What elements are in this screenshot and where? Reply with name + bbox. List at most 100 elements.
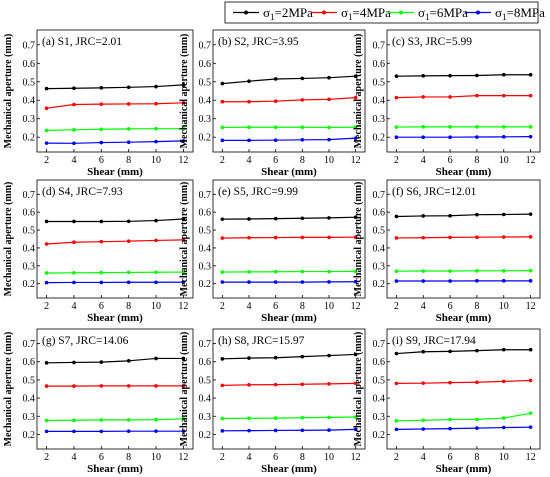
- x-axis-label: Shear (mm): [436, 312, 492, 324]
- data-point: [353, 427, 358, 432]
- y-tick-label: 0.6: [199, 208, 212, 219]
- data-point: [220, 383, 225, 388]
- series-line-2: [396, 95, 531, 99]
- data-point: [501, 279, 506, 283]
- data-point: [44, 429, 49, 434]
- chart-panel-9: 0.2 0.3 0.4 0.5 0.6 0.7 2 4 6 8 10 12 Shear (mm) Mech…: [353, 328, 541, 475]
- x-tick-label: 2: [394, 155, 399, 166]
- x-axis-label: Shear (mm): [436, 463, 492, 475]
- data-point: [72, 128, 76, 132]
- y-tick-label: 0.4: [23, 243, 36, 254]
- x-tick-label: 12: [526, 452, 536, 463]
- data-point: [421, 125, 426, 129]
- plot-frame: [386, 328, 541, 450]
- data-point: [154, 238, 158, 243]
- data-point: [247, 99, 251, 104]
- x-tick-label: 8: [474, 301, 479, 312]
- data-point: [300, 138, 305, 142]
- data-point: [181, 417, 186, 421]
- data-point: [273, 269, 278, 274]
- data-point: [421, 349, 426, 354]
- data-point: [353, 235, 358, 240]
- y-tick-label: 0.6: [373, 357, 386, 368]
- series-line-2: [46, 102, 184, 109]
- y-tick-label: 0.7: [373, 190, 386, 201]
- y-axis-label: Mechanical aperture (mm): [179, 182, 190, 297]
- x-tick-label: 12: [178, 155, 188, 166]
- chart-panel-3: 0.2 0.3 0.4 0.5 0.6 0.7 2 4 6 8 10 12 Shear (mm) Mech…: [353, 29, 541, 178]
- data-point: [394, 214, 399, 219]
- data-point: [72, 240, 76, 245]
- data-point: [300, 76, 305, 81]
- data-point: [394, 381, 399, 386]
- data-point: [475, 125, 479, 129]
- data-point: [475, 348, 479, 353]
- y-tick-label: 0.4: [373, 96, 386, 107]
- data-point: [394, 135, 399, 140]
- data-point: [353, 269, 358, 274]
- data-point: [501, 425, 506, 430]
- data-point: [327, 415, 331, 420]
- data-point: [247, 383, 251, 387]
- data-point: [273, 355, 278, 360]
- data-point: [44, 128, 49, 133]
- data-point: [327, 97, 331, 102]
- series-line-3: [396, 412, 531, 422]
- data-point: [421, 279, 426, 283]
- data-point: [220, 236, 225, 240]
- series-line-3: [46, 128, 184, 131]
- x-tick-label: 4: [421, 301, 426, 312]
- data-point: [327, 382, 331, 386]
- series-line-3: [46, 418, 184, 422]
- panel-title: (e) S5, JRC=9.99: [218, 186, 298, 198]
- series-line-1: [46, 357, 184, 364]
- data-point: [44, 384, 49, 388]
- data-point: [154, 126, 158, 131]
- data-point: [300, 216, 305, 221]
- data-point: [475, 93, 479, 98]
- data-point: [220, 416, 225, 421]
- data-point: [448, 95, 452, 99]
- data-point: [126, 359, 131, 363]
- data-point: [72, 418, 76, 423]
- x-tick-label: 6: [99, 301, 104, 312]
- panel-title: (c) S3, JRC=5.99: [392, 36, 472, 48]
- data-point: [528, 378, 533, 383]
- series-line-2: [396, 236, 531, 239]
- data-point: [353, 215, 358, 219]
- data-point: [220, 81, 225, 86]
- data-point: [247, 356, 251, 360]
- x-tick-label: 6: [273, 452, 278, 463]
- y-tick-label: 0.6: [373, 208, 386, 219]
- y-tick-label: 0.5: [23, 375, 36, 386]
- data-point: [99, 102, 104, 106]
- data-point: [501, 416, 506, 420]
- panel-title: (f) S6, JRC=12.01: [392, 186, 477, 198]
- y-tick-label: 0.2: [199, 133, 212, 144]
- data-point: [126, 140, 131, 145]
- data-point: [448, 235, 452, 240]
- data-point: [528, 347, 533, 352]
- data-point: [273, 428, 278, 433]
- x-tick-label: 12: [526, 155, 536, 166]
- series-line-1: [222, 353, 356, 360]
- data-point: [154, 429, 158, 433]
- data-point: [327, 280, 331, 284]
- chart-panel-1: 0.2 0.3 0.4 0.5 0.6 0.7 2 4 6 8 10 12 Shear (mm) Mech…: [3, 29, 194, 178]
- data-point: [353, 352, 358, 357]
- y-tick-label: 0.6: [199, 59, 212, 70]
- x-axis-label: Shear (mm): [261, 463, 317, 475]
- data-point: [99, 219, 104, 224]
- data-point: [475, 380, 479, 385]
- y-tick-label: 0.3: [199, 412, 212, 423]
- y-tick-label: 0.5: [199, 226, 212, 237]
- y-tick-label: 0.4: [23, 96, 36, 107]
- x-tick-label: 2: [220, 155, 225, 166]
- y-axis-label: Mechanical aperture (mm): [3, 182, 14, 297]
- data-point: [273, 416, 278, 420]
- data-point: [475, 135, 479, 139]
- data-point: [44, 280, 49, 285]
- y-tick-label: 0.3: [23, 114, 36, 125]
- series-line-1: [396, 349, 531, 355]
- data-point: [501, 72, 506, 77]
